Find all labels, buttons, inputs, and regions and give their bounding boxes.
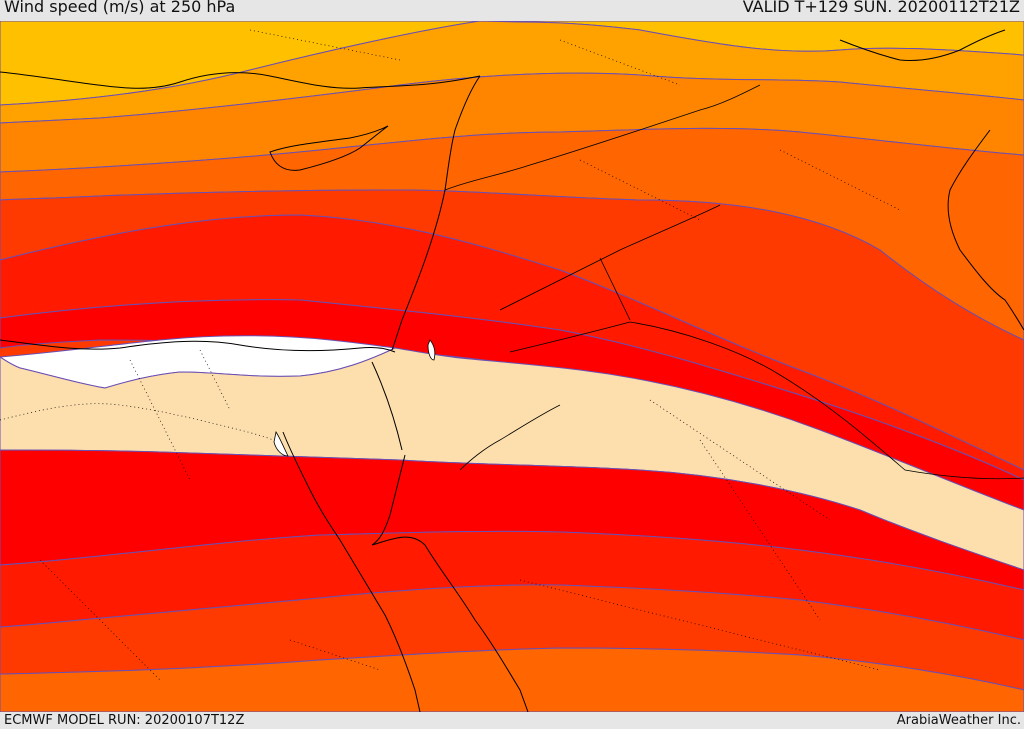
water-bodies [273,339,436,457]
coastlines [0,29,1024,712]
valid-time: VALID T+129 SUN. 20200112T21Z [742,0,1020,16]
map-title: Wind speed (m/s) at 250 hPa [4,0,236,16]
borders [444,84,1024,480]
footer-bar: ECMWF MODEL RUN: 20200107T12Z ArabiaWeat… [0,712,1024,729]
admin-boundaries [0,29,901,681]
band-orange-bottom [0,647,1024,712]
credit-text: ArabiaWeather Inc. [896,713,1021,728]
wind-speed-map[interactable] [0,21,1024,712]
header-bar: Wind speed (m/s) at 250 hPa VALID T+129 … [0,0,1024,21]
model-run: ECMWF MODEL RUN: 20200107T12Z [4,713,245,728]
